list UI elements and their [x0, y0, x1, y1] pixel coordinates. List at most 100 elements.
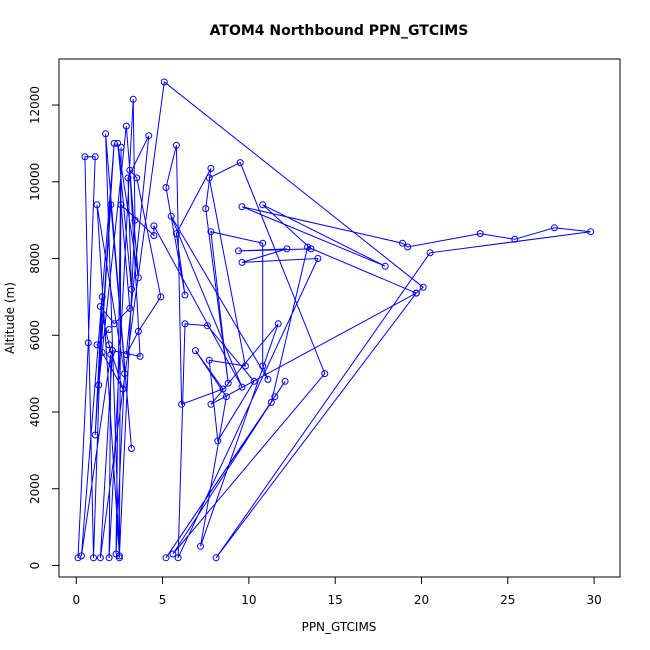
data-point: [119, 385, 127, 393]
data-point: [203, 322, 211, 330]
data-point: [222, 393, 230, 401]
data-point: [181, 291, 189, 299]
data-point: [107, 351, 115, 358]
data-point: [212, 554, 220, 562]
data-point: [399, 239, 406, 247]
data-point: [172, 141, 180, 149]
data-point: [271, 393, 279, 401]
y-tick-label: 6000: [28, 320, 42, 351]
data-point: [241, 362, 249, 370]
data-point: [93, 201, 101, 209]
data-point: [476, 230, 484, 238]
plot-frame: [58, 58, 621, 578]
data-point: [131, 216, 139, 224]
data-point: [321, 370, 329, 378]
data-point: [128, 445, 135, 452]
data-point: [91, 431, 99, 439]
data-point: [74, 554, 82, 562]
data-point: [207, 400, 215, 408]
data-point: [404, 243, 412, 251]
data-point: [81, 153, 89, 161]
x-axis-label: PPN_GTCIMS: [302, 620, 377, 634]
data-point: [259, 201, 267, 209]
data-point: [96, 303, 104, 310]
data-point: [117, 143, 125, 151]
y-axis-label: Altitude (m): [3, 282, 17, 354]
data-point: [167, 212, 175, 220]
data-point: [98, 349, 106, 356]
data-point: [264, 375, 272, 383]
data-point: [117, 201, 125, 209]
data-point: [134, 327, 142, 335]
data-point: [115, 552, 123, 560]
x-tick-label: 5: [159, 593, 167, 607]
data-point: [134, 274, 142, 282]
data-point: [178, 400, 186, 408]
data-point: [197, 542, 204, 550]
data-point: [105, 554, 113, 562]
data-point: [162, 184, 170, 191]
data-point: [238, 383, 246, 391]
data-point: [224, 379, 232, 387]
data-point: [98, 293, 106, 301]
data-point: [235, 247, 242, 255]
data-point: [259, 239, 267, 247]
data-point: [128, 285, 135, 293]
data-point: [207, 228, 215, 236]
data-point: [122, 122, 130, 130]
y-tick-label: 10000: [28, 163, 42, 201]
data-point: [281, 377, 289, 385]
data-point: [219, 385, 227, 393]
data-point: [110, 320, 118, 328]
data-point: [205, 356, 213, 364]
series-layer: [74, 78, 595, 562]
data-point: [110, 139, 118, 147]
x-tick-label: 25: [500, 593, 515, 607]
data-point: [381, 262, 389, 270]
data-point: [96, 554, 104, 562]
y-axis: 0 2000 4000 6000 8000 10000 12000: [28, 86, 59, 569]
data-point: [587, 228, 595, 236]
x-tick-label: 30: [586, 593, 601, 607]
chart-title: ATOM4 Northbound PPN_GTCIMS: [210, 23, 469, 39]
data-point: [126, 304, 134, 312]
data-point: [115, 554, 123, 562]
data-point: [214, 437, 222, 445]
series-line: [77, 81, 591, 559]
data-point: [95, 381, 103, 389]
data-point: [160, 78, 168, 86]
data-point: [91, 153, 99, 161]
data-point: [109, 347, 116, 355]
data-point: [77, 552, 85, 560]
data-point: [205, 174, 213, 182]
data-point: [124, 174, 132, 182]
data-point: [236, 159, 244, 167]
data-point: [304, 243, 312, 251]
data-point: [202, 205, 210, 213]
data-point: [105, 326, 113, 333]
data-point: [162, 554, 170, 562]
y-tick-label: 8000: [28, 243, 42, 274]
data-point: [207, 164, 215, 172]
y-tick-label: 0: [28, 562, 42, 570]
data-point: [90, 554, 97, 562]
data-point: [412, 289, 420, 297]
data-point: [174, 554, 182, 562]
data-point: [250, 377, 258, 385]
x-tick-label: 20: [414, 593, 429, 607]
data-point: [136, 352, 144, 360]
data-point: [105, 341, 113, 349]
data-point: [121, 370, 129, 378]
data-point: [259, 362, 267, 370]
data-point: [191, 347, 199, 355]
data-point: [511, 235, 519, 243]
y-tick-label: 2000: [28, 473, 42, 504]
data-point: [129, 95, 137, 103]
data-point: [114, 139, 122, 147]
x-tick-label: 15: [328, 593, 343, 607]
data-point: [126, 166, 134, 174]
x-tick-label: 10: [241, 593, 256, 607]
x-axis: 0 5 10 15 20 25 30: [72, 577, 602, 607]
data-point: [267, 398, 275, 406]
